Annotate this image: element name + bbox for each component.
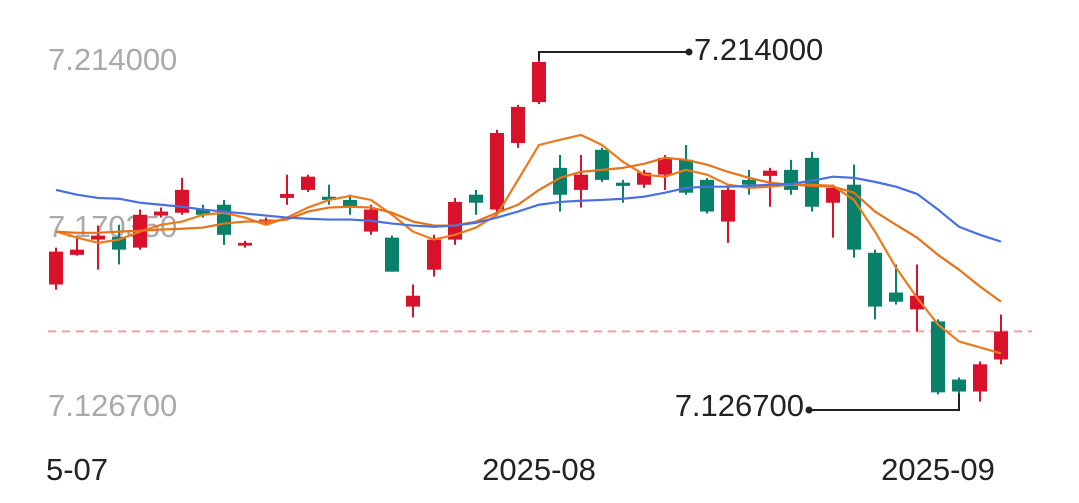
y-tick-label: 7.126700 [48,388,177,423]
candle-body [70,249,84,255]
annotation-line [809,394,960,411]
candle-body [490,132,504,210]
candle-body [784,169,798,190]
candle-body [532,62,546,103]
candle-body [742,179,756,185]
candle-body [343,199,357,207]
candle-body [889,292,903,302]
candle-body [280,193,294,198]
candle-body [973,364,987,392]
candle-body [511,106,525,143]
candle-body [826,187,840,203]
candle-body [952,379,966,392]
candle-body [931,321,945,393]
candle-body [469,194,483,203]
candle-body [847,184,861,250]
ma-line [55,156,1002,303]
x-tick-label: 2025-09 [881,452,995,487]
candle-body [574,174,588,190]
candle-body [553,167,567,195]
candle-body [868,252,882,307]
annotation-line [538,51,689,60]
candle-body [700,179,714,212]
candle-body [679,159,693,193]
candle-body [175,189,189,213]
candle-body [616,182,630,186]
candle-body [91,235,105,240]
x-tick-label: 5-07 [46,452,108,487]
annotation-dot [685,48,693,56]
candle-body [322,196,336,200]
annotation-label: 7.126700 [675,388,804,423]
y-tick-label: 7.214000 [48,42,177,77]
candle-body [49,251,63,285]
candle-body [910,295,924,310]
annotation-label: 7.214000 [694,32,823,67]
candle-body [448,201,462,240]
candle-body [385,237,399,272]
candle-body [763,170,777,176]
ma-line [55,133,1002,355]
ma-line [55,175,1002,243]
candle-body [217,204,231,235]
candle-body [196,209,210,215]
candle-body [427,239,441,270]
candle-body [805,157,819,207]
candle-body [721,189,735,222]
candle-body [658,157,672,175]
x-tick-label: 2025-08 [482,452,596,487]
candle-body [301,176,315,190]
candle-body [238,242,252,246]
candle-body [595,149,609,180]
candle-body [154,211,168,216]
candle-body [406,295,420,307]
candle-body [994,331,1008,360]
annotation-dot [805,406,813,414]
